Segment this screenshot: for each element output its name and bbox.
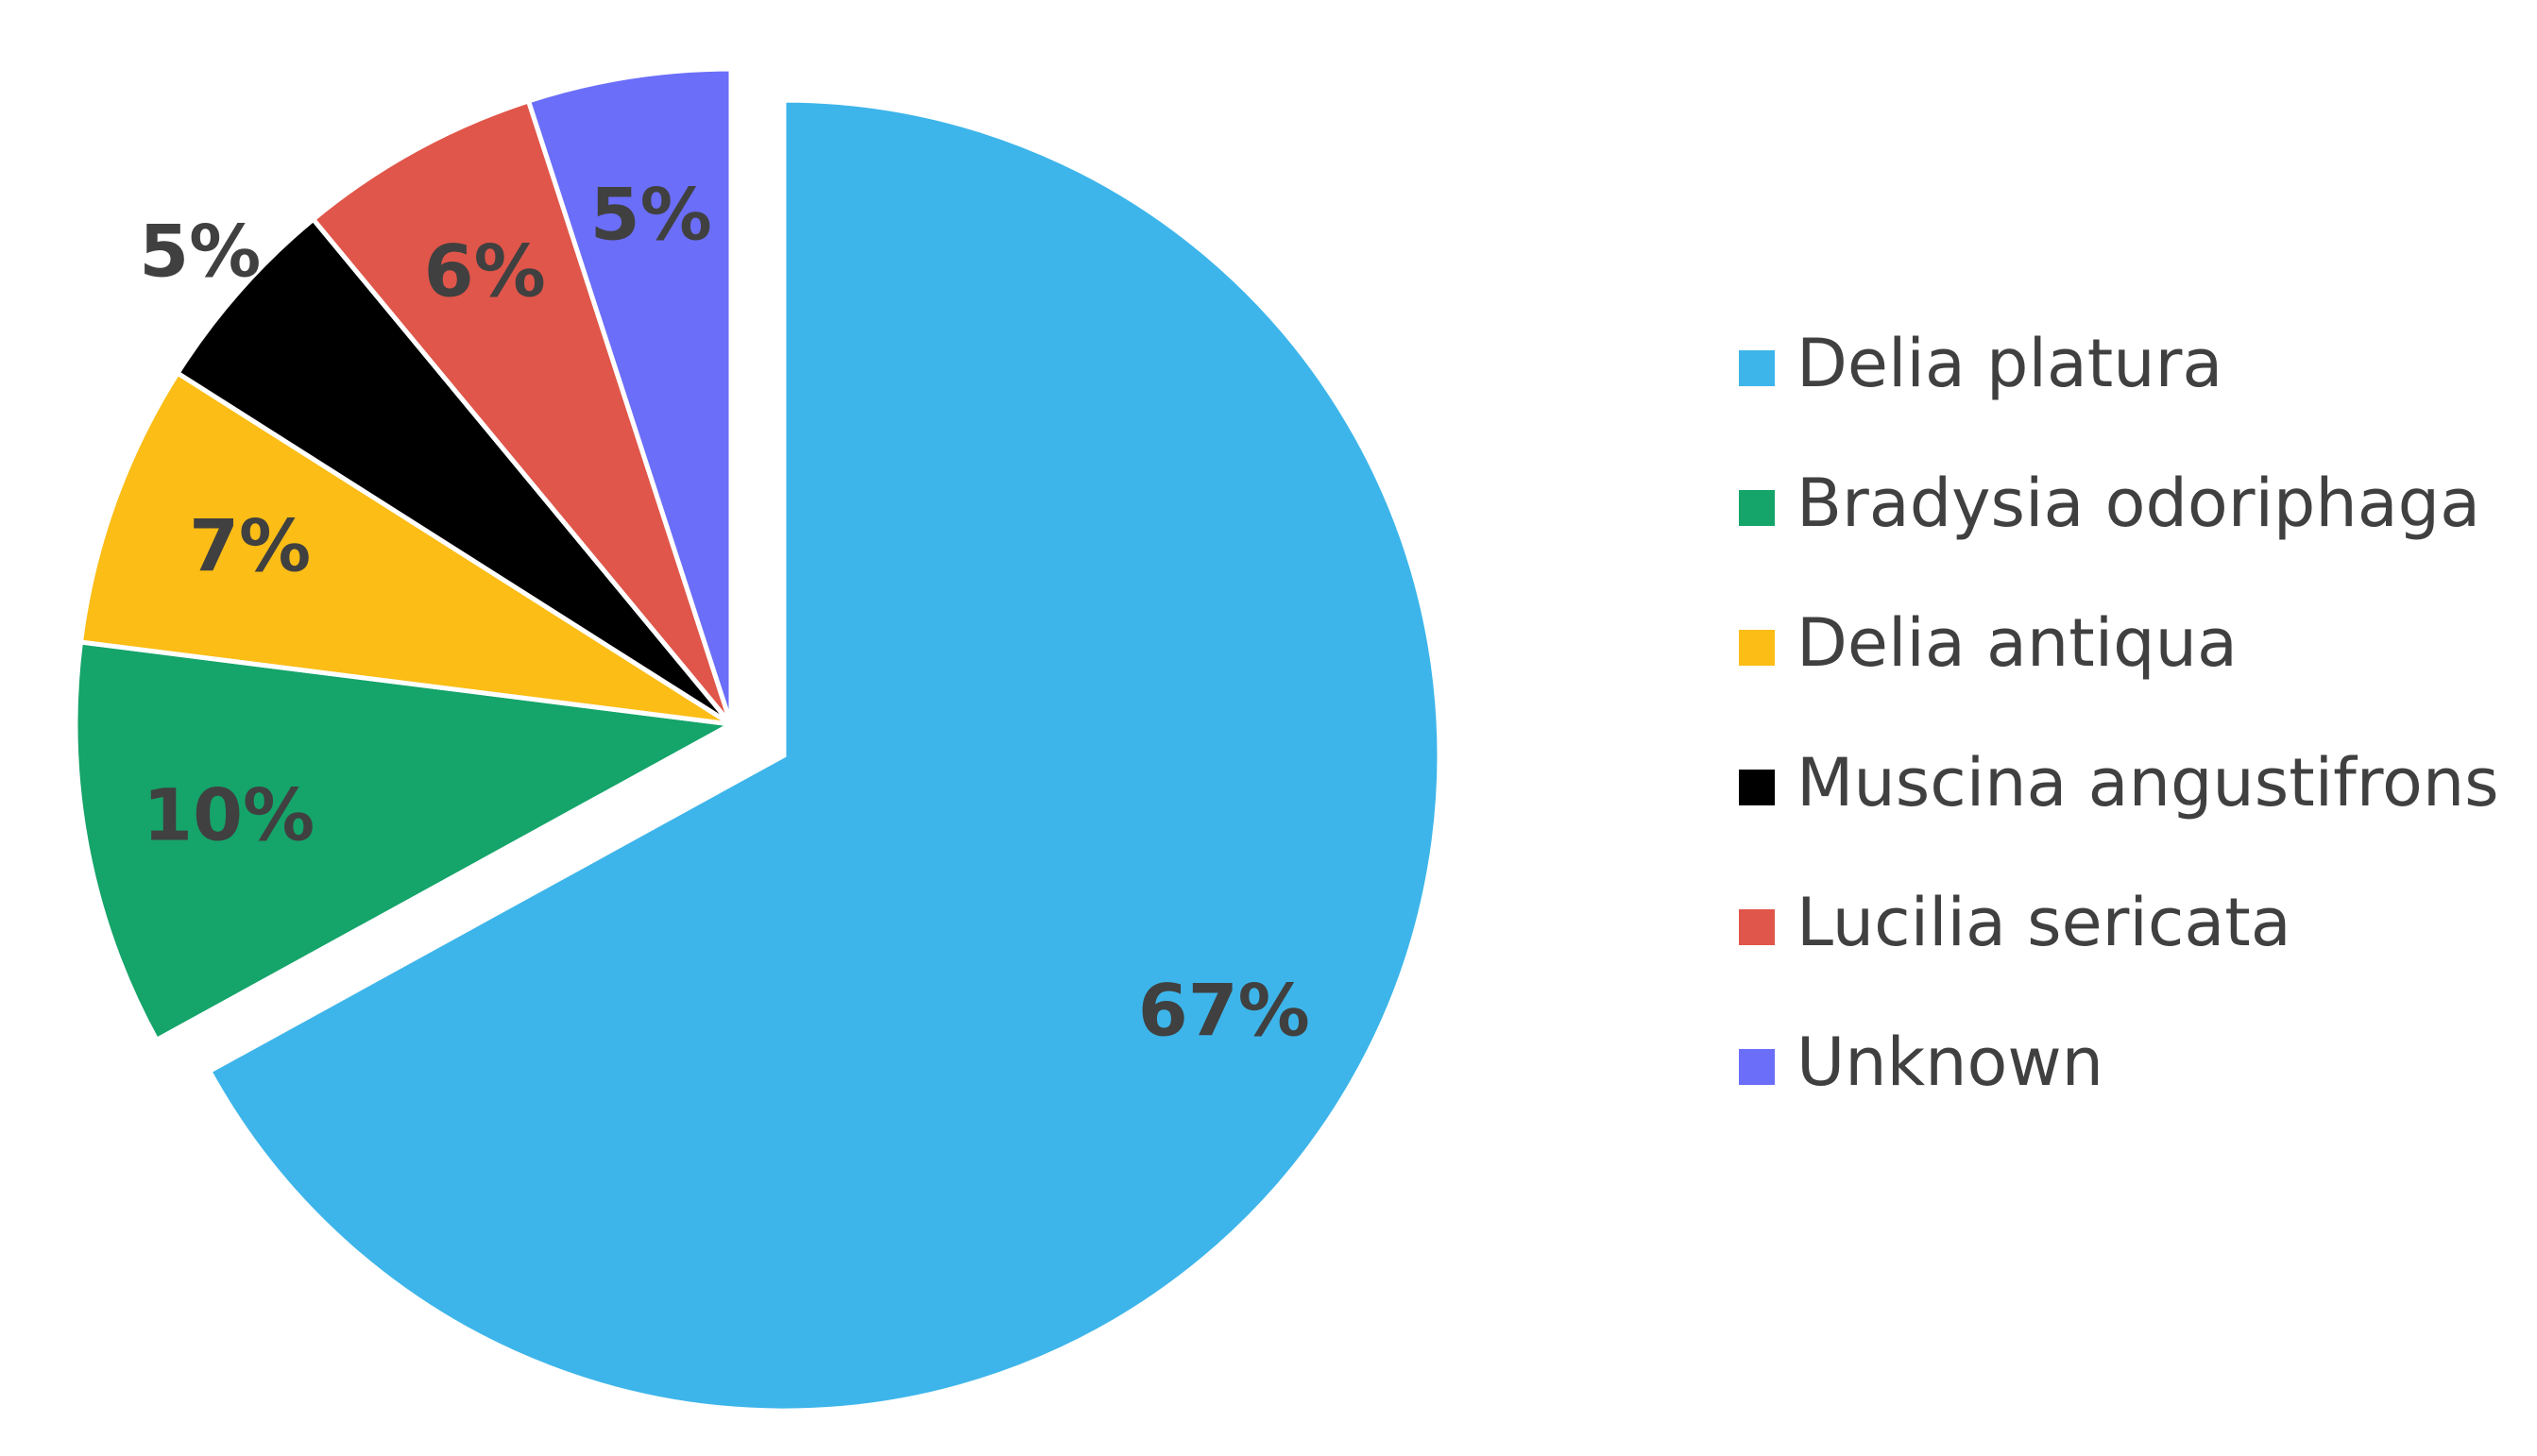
legend-label: Bradysia odoriphaga — [1796, 465, 2480, 542]
legend-swatch — [1739, 350, 1775, 386]
legend-label: Lucilia sericata — [1796, 884, 2291, 961]
data-label: 6% — [424, 229, 546, 313]
legend-swatch — [1739, 490, 1775, 526]
data-label: 5% — [139, 209, 261, 293]
legend-swatch — [1739, 1049, 1775, 1085]
legend-label: Delia platura — [1796, 325, 2222, 402]
data-label: 10% — [143, 772, 315, 856]
legend-swatch — [1739, 770, 1775, 805]
pie-slice — [310, 97, 734, 726]
legend-label: Muscina angustifrons — [1796, 744, 2499, 821]
pie-slice — [77, 369, 733, 727]
legend-swatch — [1739, 909, 1775, 945]
pie-slice — [174, 215, 733, 727]
data-label: 7% — [189, 504, 311, 588]
data-label: 67% — [1138, 969, 1310, 1053]
data-label: 5% — [590, 172, 712, 256]
pie-slice — [73, 639, 739, 1043]
legend-label: Delia antiqua — [1796, 604, 2238, 682]
pie-slice — [525, 66, 734, 725]
pie-slice — [206, 97, 1442, 1414]
legend-swatch — [1739, 630, 1775, 666]
legend-label: Unknown — [1796, 1024, 2103, 1101]
